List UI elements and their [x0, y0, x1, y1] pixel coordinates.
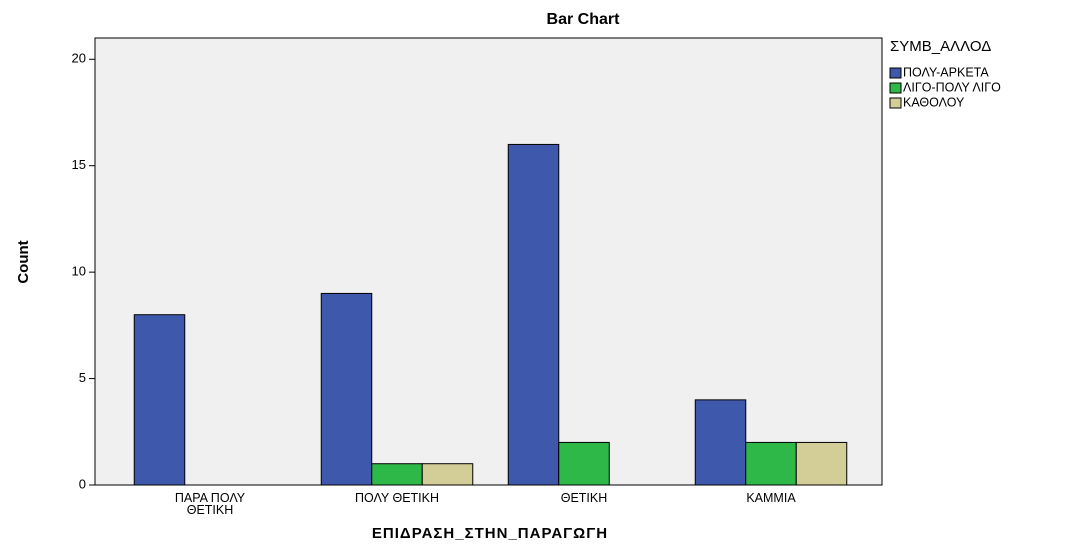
- legend-swatch: [889, 67, 902, 79]
- x-tick-label: ΚΑΜΜΙΑ: [746, 491, 796, 505]
- chart-title: Bar Chart: [547, 11, 621, 28]
- bar: [371, 463, 423, 486]
- bar: [421, 463, 474, 486]
- bar: [133, 314, 186, 486]
- bar: [795, 441, 848, 486]
- legend-label: ΚΑΘΟΛΟΥ: [903, 95, 965, 109]
- x-axis-label: ΕΠΙΔΡΑΣΗ_ΣΤΗΝ_ΠΑΡΑΓΩΓΗ: [372, 525, 608, 542]
- y-tick-label: 10: [72, 264, 86, 279]
- y-tick-label: 0: [79, 476, 86, 491]
- y-tick-label: 5: [79, 370, 86, 385]
- y-tick-label: 20: [72, 51, 86, 66]
- legend-title: ΣΥΜΒ_ΑΛΛΟΔ: [890, 38, 991, 55]
- y-tick-label: 15: [72, 157, 86, 172]
- legend-label: ΛΙΓΟ-ΠΟΛΥ ΛΙΓΟ: [903, 80, 1001, 94]
- bar: [745, 441, 797, 486]
- x-tick-label: ΠΑΡΑ ΠΟΛΥ ΘΕΤΙΚΗ: [174, 491, 246, 517]
- bar: [507, 143, 560, 486]
- bar: [558, 441, 610, 486]
- legend-swatch: [889, 97, 902, 109]
- plot-area: [94, 37, 883, 486]
- x-tick-label: ΠΟΛΥ ΘΕΤΙΚΗ: [354, 491, 440, 505]
- bar: [320, 292, 373, 486]
- legend-label: ΠΟΛΥ-ΑΡΚΕΤΑ: [903, 65, 989, 79]
- bar: [694, 399, 747, 486]
- y-axis-label: Count: [15, 240, 32, 283]
- legend-swatch: [889, 82, 902, 94]
- x-tick-label: ΘΕΤΙΚΗ: [560, 491, 608, 505]
